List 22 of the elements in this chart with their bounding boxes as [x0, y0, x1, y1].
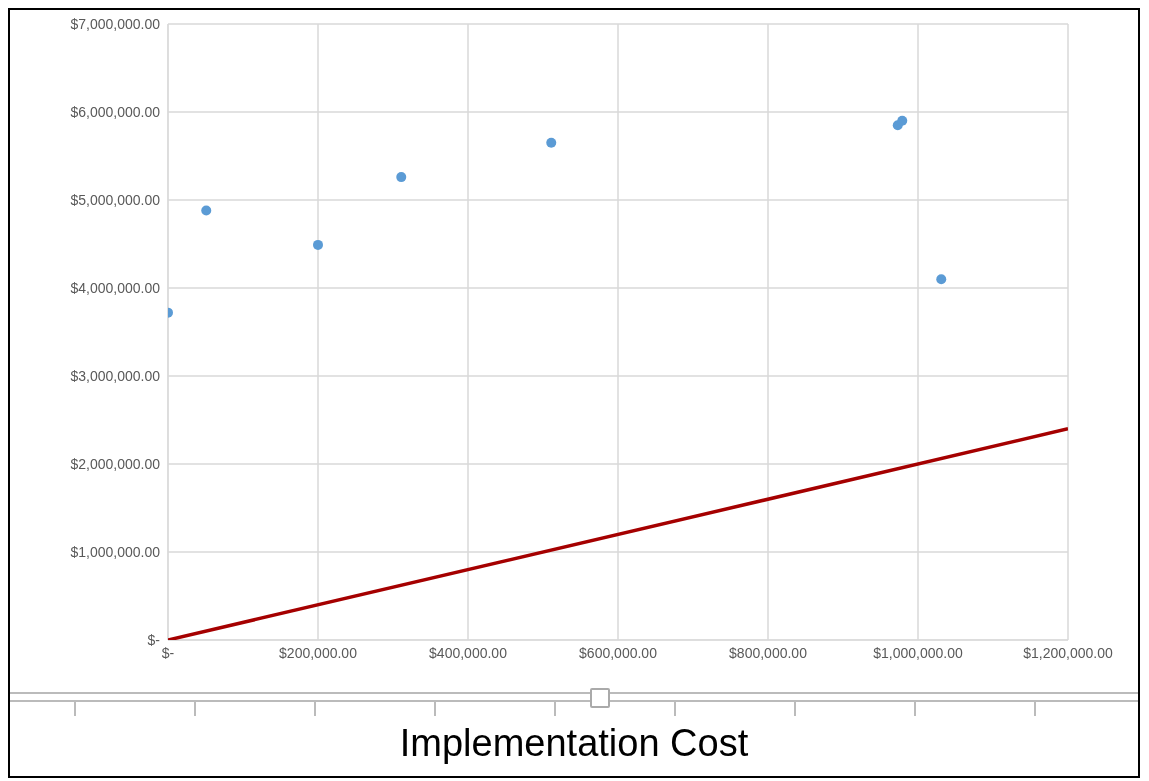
point [546, 137, 557, 148]
x-tick-label: $200,000.00 [279, 644, 358, 661]
y-tick-label: $2,000,000.00 [70, 455, 161, 472]
y-tick-label: $7,000,000.00 [70, 15, 161, 32]
y-tick-label: $5,000,000.00 [70, 191, 161, 208]
y-tick-label: $- [147, 631, 161, 648]
x-tick-label: $600,000.00 [579, 644, 658, 661]
x-tick-label: $1,200,000.00 [1023, 644, 1113, 661]
x-tick-label: $1,000,000.00 [873, 644, 963, 661]
y-tick-label: $4,000,000.00 [70, 279, 161, 296]
y-tick-label: $3,000,000.00 [70, 367, 161, 384]
x-tick-label: $400,000.00 [429, 644, 508, 661]
x-tick-label: $800,000.00 [729, 644, 808, 661]
point [313, 239, 323, 250]
point [396, 172, 407, 183]
y-tick-label: $1,000,000.00 [70, 543, 161, 560]
y-tick-label: $6,000,000.00 [70, 103, 161, 120]
x-axis-title: Implementation Cost [398, 721, 750, 766]
point [201, 205, 212, 216]
x-tick-label: $- [161, 644, 175, 661]
point [897, 115, 908, 126]
point [936, 274, 947, 285]
